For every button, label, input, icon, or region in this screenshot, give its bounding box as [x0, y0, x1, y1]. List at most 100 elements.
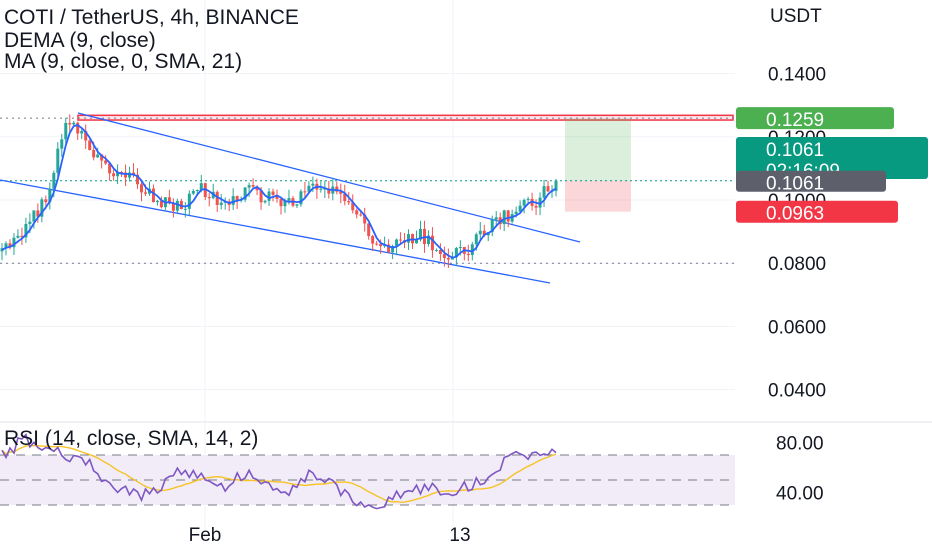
candle-body — [446, 257, 450, 260]
candle-body — [108, 163, 112, 174]
candle-body — [442, 253, 446, 258]
candle-body — [478, 230, 482, 235]
stop-loss-box[interactable] — [565, 180, 631, 212]
candle-body — [92, 149, 96, 158]
candle-body — [263, 200, 267, 203]
candle-body — [514, 211, 518, 215]
candle-body — [72, 122, 76, 125]
candle-body — [60, 139, 64, 149]
candle-body — [458, 247, 462, 249]
candle-body — [132, 172, 136, 175]
candle-body — [104, 160, 108, 164]
candle-body — [482, 230, 486, 236]
candle-body — [215, 191, 219, 205]
candle-body — [40, 199, 44, 217]
candle-body — [195, 189, 199, 191]
candle-body — [279, 198, 283, 207]
candle-body — [116, 172, 120, 177]
candle-body — [143, 192, 147, 194]
candle-body — [48, 188, 52, 203]
candle-body — [255, 186, 259, 191]
candle-body — [379, 243, 383, 247]
candle-body — [490, 219, 494, 233]
candle-body — [183, 208, 187, 210]
candle-body — [391, 245, 395, 253]
candle-body — [319, 188, 323, 190]
candle-body — [506, 210, 510, 222]
candle-body — [518, 205, 522, 212]
candle-body — [426, 235, 430, 245]
candle-body — [100, 154, 104, 161]
candle-body — [327, 188, 331, 194]
candle-body — [112, 173, 116, 177]
ma-legend[interactable]: MA (9, close, 0, SMA, 21) — [4, 50, 243, 73]
take-profit-tag — [736, 107, 894, 130]
candle-body — [454, 248, 458, 258]
y-tick-label: 0.1400 — [768, 65, 826, 86]
candle-body — [438, 249, 442, 254]
take-profit-tag-text: 0.1259 — [766, 110, 824, 131]
candle-body — [335, 186, 339, 192]
candle-body — [151, 188, 155, 203]
candle-body — [339, 191, 343, 194]
take-profit-box[interactable] — [565, 118, 631, 181]
candle-body — [430, 235, 434, 251]
candle-body — [299, 191, 303, 205]
y-tick-label: 0.0600 — [768, 317, 826, 338]
candle-body — [434, 249, 438, 251]
candle-body — [399, 239, 403, 241]
candle-body — [522, 199, 526, 206]
candle-body — [16, 235, 20, 238]
stop-loss-tag — [736, 200, 898, 223]
resistance-zone[interactable] — [77, 114, 734, 121]
candle-body — [546, 186, 550, 192]
candle-body — [422, 228, 426, 245]
candle-body — [171, 203, 175, 211]
candle-body — [554, 180, 558, 191]
candle-body — [44, 199, 48, 203]
candle-body — [367, 223, 371, 237]
candle-body — [243, 187, 247, 200]
candle-body — [199, 183, 203, 190]
candle-body — [295, 204, 299, 206]
candle-body — [363, 214, 367, 224]
last-price-tag — [736, 170, 886, 192]
rsi-ma-line — [1, 444, 557, 503]
candle-body — [355, 210, 359, 215]
candle-body — [80, 130, 84, 134]
candle-body — [219, 202, 223, 205]
candle-body — [88, 140, 92, 150]
rsi-axis-ticks: 80.00 40.00 — [776, 434, 824, 505]
current-price-tag-text: 0.1061 — [766, 140, 824, 161]
candle-body — [538, 197, 542, 208]
last-price-tag-text: 0.1061 — [766, 174, 824, 195]
rsi-tick-label: 80.00 — [776, 434, 824, 455]
candle-body — [251, 185, 255, 187]
candle-body — [502, 210, 506, 225]
current-price-tag — [736, 137, 928, 179]
candle-body — [187, 193, 191, 209]
candle-body — [28, 221, 32, 224]
candle-body — [120, 172, 124, 174]
candle-body — [267, 191, 271, 201]
candle-body — [287, 198, 291, 201]
candle-body — [375, 243, 379, 245]
candle-body — [303, 191, 307, 193]
candle-body — [64, 122, 68, 140]
candle-body — [191, 190, 195, 194]
stop-loss-tag-text: 0.0963 — [766, 204, 824, 225]
dema-line — [1, 124, 557, 259]
candle-body — [136, 174, 140, 185]
rsi-line — [1, 433, 557, 510]
horizontal-levels — [0, 117, 735, 264]
candle-body — [534, 205, 538, 208]
candle-body — [371, 236, 375, 244]
rsi-legend[interactable]: RSI (14, close, SMA, 14, 2) — [4, 427, 259, 450]
candle-body — [283, 200, 287, 207]
candle-body — [76, 122, 80, 134]
candle-body — [307, 185, 311, 192]
dema-legend[interactable]: DEMA (9, close) — [4, 29, 156, 52]
